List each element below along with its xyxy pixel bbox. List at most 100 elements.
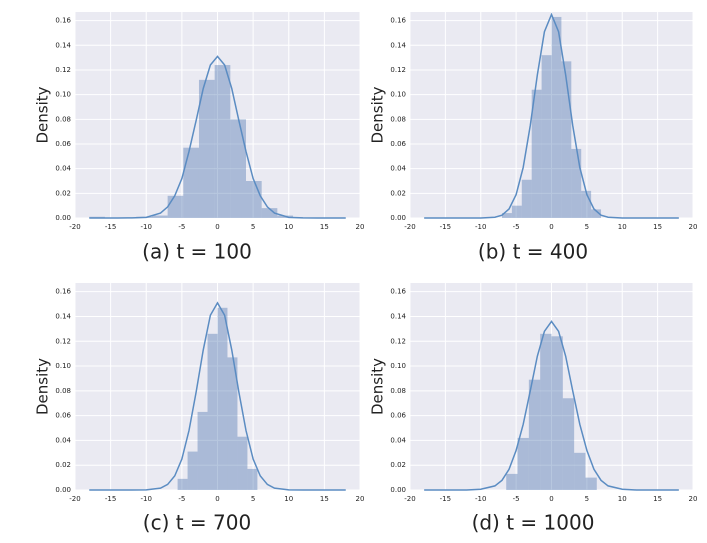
y-tick-label: 0.06 bbox=[55, 140, 71, 148]
y-tick-label: 0.12 bbox=[55, 66, 71, 74]
histogram-bar bbox=[167, 195, 184, 218]
y-tick-label: 0.14 bbox=[55, 312, 71, 320]
x-tick-label: 20 bbox=[689, 223, 698, 231]
y-tick-label: 0.10 bbox=[55, 91, 71, 99]
histogram-bar bbox=[237, 436, 248, 490]
x-tick-label: -20 bbox=[69, 223, 80, 231]
kde-line bbox=[424, 320, 679, 491]
x-tick-label: -10 bbox=[475, 495, 486, 503]
y-tick-label: 0.12 bbox=[390, 66, 406, 74]
histogram-bar bbox=[551, 336, 563, 490]
x-tick-label: -15 bbox=[105, 223, 116, 231]
x-tick-label: -15 bbox=[440, 495, 451, 503]
histogram-bar bbox=[511, 205, 522, 218]
x-tick-label: -10 bbox=[141, 495, 152, 503]
x-tick-label: 5 bbox=[585, 495, 589, 503]
histogram-bar bbox=[183, 147, 199, 218]
x-tick-label: -15 bbox=[440, 223, 451, 231]
x-tick-label: 10 bbox=[618, 223, 627, 231]
x-tick-label: 15 bbox=[320, 495, 329, 503]
histogram-bar bbox=[561, 61, 572, 219]
histogram-bar bbox=[517, 437, 529, 490]
histogram-bar bbox=[585, 477, 597, 490]
y-tick-label: 0.00 bbox=[390, 214, 406, 222]
y-tick-label: 0.08 bbox=[55, 115, 71, 123]
y-tick-label: 0.10 bbox=[390, 362, 406, 370]
histogram-bar bbox=[214, 65, 231, 218]
caption: (b) t = 400 bbox=[478, 240, 588, 264]
x-tick-label: 10 bbox=[284, 223, 293, 231]
histogram-bar bbox=[261, 208, 278, 218]
x-tick-label: -15 bbox=[105, 495, 116, 503]
y-tick-label: 0.02 bbox=[55, 189, 71, 197]
histogram-bar bbox=[571, 148, 582, 218]
y-tick-label: 0.06 bbox=[390, 140, 406, 148]
x-tick-label: -5 bbox=[513, 223, 520, 231]
histogram-bar bbox=[551, 16, 562, 219]
x-tick-label: 0 bbox=[549, 223, 553, 231]
histogram-bar bbox=[581, 190, 592, 218]
y-tick-label: 0.16 bbox=[390, 17, 406, 25]
y-axis-label: Density bbox=[369, 86, 387, 143]
x-tick-label: 20 bbox=[689, 495, 698, 503]
histogram-bar bbox=[541, 55, 552, 219]
x-tick-label: -5 bbox=[178, 223, 185, 231]
caption: (d) t = 1000 bbox=[472, 511, 595, 535]
histogram-bar bbox=[506, 473, 518, 490]
histogram-bar bbox=[207, 333, 218, 490]
kde-line bbox=[89, 301, 346, 491]
y-tick-label: 0.04 bbox=[55, 436, 71, 444]
histogram-bar bbox=[540, 333, 552, 490]
y-axis-label: Density bbox=[369, 358, 387, 415]
y-tick-label: 0.00 bbox=[55, 486, 71, 494]
x-tick-label: -20 bbox=[404, 223, 415, 231]
histogram-bar bbox=[574, 452, 586, 490]
y-tick-label: 0.08 bbox=[390, 115, 406, 123]
y-axis-label: Density bbox=[34, 358, 52, 415]
histogram-bar bbox=[246, 180, 262, 218]
histogram-bar bbox=[531, 89, 542, 218]
y-tick-label: 0.06 bbox=[55, 412, 71, 420]
y-tick-label: 0.06 bbox=[390, 412, 406, 420]
x-tick-label: 5 bbox=[251, 223, 255, 231]
x-tick-label: 20 bbox=[356, 495, 365, 503]
x-tick-label: 15 bbox=[653, 495, 662, 503]
y-tick-label: 0.04 bbox=[390, 165, 406, 173]
y-tick-label: 0.16 bbox=[55, 17, 71, 25]
histogram-bar bbox=[230, 119, 246, 218]
y-tick-label: 0.02 bbox=[390, 461, 406, 469]
x-tick-label: 0 bbox=[215, 223, 219, 231]
x-tick-label: -10 bbox=[141, 223, 152, 231]
y-tick-label: 0.00 bbox=[55, 214, 71, 222]
caption: (c) t = 700 bbox=[143, 511, 251, 535]
histogram-bar bbox=[521, 179, 532, 218]
x-tick-label: 15 bbox=[320, 223, 329, 231]
histogram-bar bbox=[247, 468, 258, 490]
y-tick-label: 0.08 bbox=[390, 387, 406, 395]
histogram-bar bbox=[528, 379, 541, 490]
x-tick-label: -5 bbox=[178, 495, 185, 503]
histogram-bar bbox=[562, 398, 575, 490]
y-tick-label: 0.04 bbox=[55, 165, 71, 173]
kde-line bbox=[424, 12, 679, 219]
x-tick-label: 5 bbox=[251, 495, 255, 503]
y-tick-label: 0.04 bbox=[390, 436, 406, 444]
histogram-bar bbox=[197, 411, 208, 490]
y-tick-label: 0.14 bbox=[390, 41, 406, 49]
y-tick-label: 0.14 bbox=[55, 41, 71, 49]
kde-line bbox=[89, 55, 346, 219]
x-tick-label: -10 bbox=[475, 223, 486, 231]
y-tick-label: 0.10 bbox=[390, 91, 406, 99]
histogram-bar bbox=[151, 215, 168, 218]
y-tick-label: 0.12 bbox=[55, 337, 71, 345]
histogram-bar bbox=[227, 357, 238, 490]
y-tick-label: 0.10 bbox=[55, 362, 71, 370]
y-tick-label: 0.16 bbox=[390, 288, 406, 296]
x-tick-label: 5 bbox=[585, 223, 589, 231]
histogram-bar bbox=[217, 307, 228, 490]
y-tick-label: 0.08 bbox=[55, 387, 71, 395]
y-tick-label: 0.02 bbox=[55, 461, 71, 469]
histogram-bar bbox=[591, 209, 602, 218]
y-tick-label: 0.02 bbox=[390, 189, 406, 197]
x-tick-label: -5 bbox=[513, 495, 520, 503]
